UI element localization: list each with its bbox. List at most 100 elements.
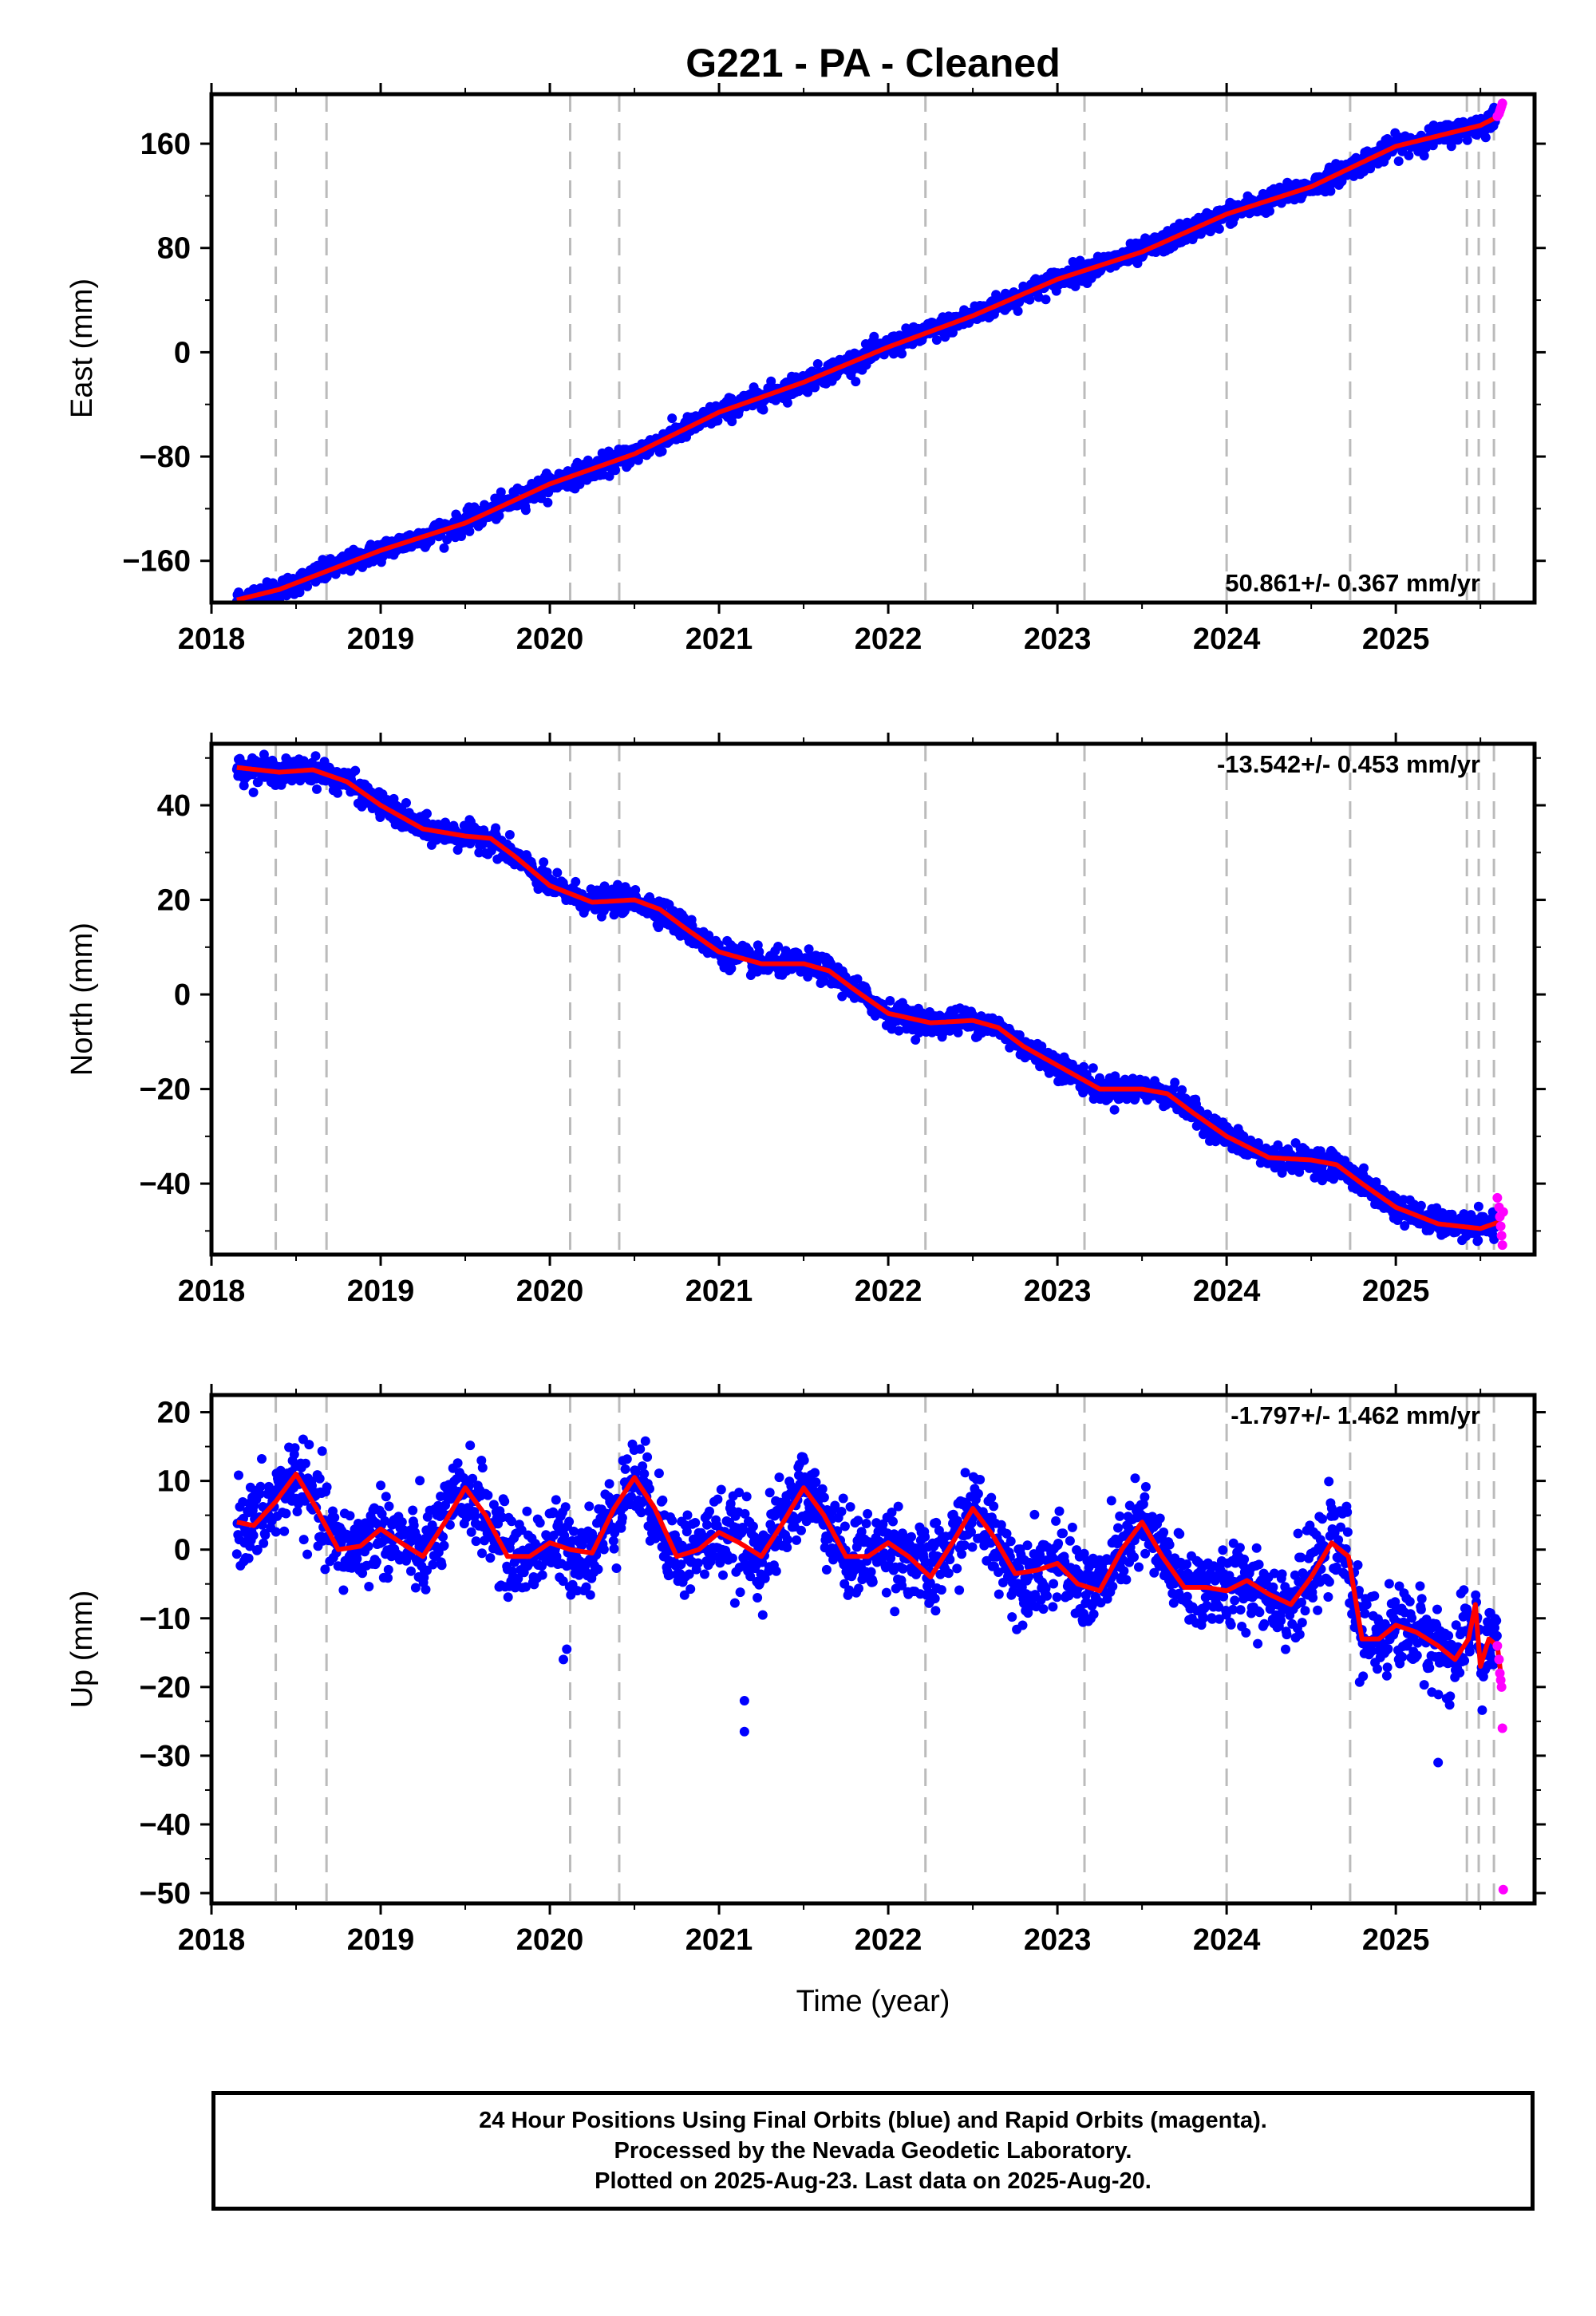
data-point	[1489, 1234, 1499, 1244]
y-axis-label: North (mm)	[65, 923, 99, 1076]
data-point	[410, 1583, 421, 1593]
data-point	[408, 1505, 418, 1516]
data-point	[911, 1035, 921, 1045]
data-point	[851, 377, 861, 387]
y-tick-label: −80	[140, 441, 191, 474]
data-point	[476, 1456, 487, 1465]
data-point	[657, 446, 667, 456]
data-point	[421, 1584, 431, 1595]
x-tick-label: 2022	[855, 1275, 922, 1308]
data-point	[300, 1458, 310, 1468]
data-point	[401, 798, 411, 808]
data-point	[380, 1516, 390, 1526]
x-tick-label: 2023	[1024, 1275, 1092, 1308]
rapid-point	[1496, 1231, 1507, 1241]
data-point	[302, 1549, 313, 1559]
data-point	[1265, 206, 1274, 216]
data-point	[522, 1506, 532, 1516]
data-point	[1079, 1061, 1088, 1072]
data-point	[520, 505, 531, 516]
data-point	[238, 604, 247, 614]
data-point	[255, 1488, 265, 1499]
data-point	[345, 1511, 355, 1521]
data-point	[1109, 1105, 1120, 1115]
data-point	[317, 1446, 327, 1456]
data-point	[1419, 151, 1429, 161]
model-line	[235, 113, 1502, 603]
x-tick-label: 2024	[1193, 1275, 1261, 1308]
data-point	[333, 788, 342, 798]
rapid-point	[1497, 1240, 1507, 1251]
data-point	[543, 497, 553, 508]
data-point	[252, 1544, 263, 1555]
data-point	[260, 1530, 271, 1540]
rapid-point	[1492, 1192, 1503, 1203]
data-point	[406, 1566, 416, 1576]
rapid-point	[1497, 98, 1507, 109]
data-point	[503, 1592, 513, 1603]
data-point	[485, 1553, 496, 1563]
y-axis-label: East (mm)	[65, 279, 99, 418]
chart-title: G221 - PA - Cleaned	[685, 41, 1061, 85]
x-tick-label: 2019	[347, 1275, 415, 1308]
y-tick-label: 0	[174, 336, 191, 370]
data-point	[338, 1585, 349, 1595]
data-point	[571, 876, 581, 887]
data-point	[1177, 1085, 1187, 1095]
panel-east: 2018 2019 2020 2021 2022 2023 2024 2025−160−800…	[65, 83, 1546, 656]
data-point	[292, 1507, 302, 1516]
rate-label: -13.542+/- 0.453 mm/yr	[1217, 750, 1480, 778]
data-point	[248, 1530, 259, 1540]
y-tick-label: 0	[174, 978, 191, 1012]
data-point	[610, 465, 620, 476]
x-tick-label: 2018	[178, 622, 246, 656]
data-point	[358, 1568, 368, 1579]
data-point	[804, 944, 814, 954]
data-point	[1037, 1041, 1047, 1051]
data-point	[320, 1564, 330, 1575]
plot-frame	[209, 741, 1537, 1257]
data-point	[314, 1473, 325, 1484]
model-line	[235, 765, 1502, 1231]
x-tick-label: 2019	[347, 622, 415, 656]
data-point	[551, 1495, 561, 1505]
y-tick-label: 20	[157, 884, 191, 918]
x-tick-label: 2025	[1362, 1275, 1430, 1308]
data-point	[465, 1441, 476, 1451]
data-point	[507, 1516, 517, 1527]
y-tick-label: 40	[157, 789, 191, 823]
data-point	[758, 405, 768, 415]
data-point	[1070, 281, 1080, 291]
data-point	[248, 787, 259, 797]
data-point	[1203, 1109, 1213, 1120]
data-point	[231, 1549, 242, 1559]
data-point	[439, 1540, 449, 1551]
data-point	[438, 1531, 448, 1542]
data-point	[548, 1507, 559, 1517]
data-point	[1195, 229, 1206, 239]
data-point	[471, 1536, 481, 1547]
data-point	[298, 1535, 309, 1545]
data-point	[440, 1500, 450, 1511]
x-tick-label: 2021	[685, 622, 753, 656]
data-point	[383, 1564, 393, 1575]
data-point	[290, 1443, 300, 1453]
data-point	[552, 868, 563, 878]
data-point	[352, 1554, 362, 1564]
rapid-point	[1495, 1221, 1506, 1231]
data-point	[782, 397, 792, 408]
data-point	[243, 1553, 254, 1563]
data-point	[604, 471, 614, 481]
data-point	[885, 996, 895, 1006]
data-point	[869, 331, 879, 342]
data-point	[302, 581, 313, 591]
y-tick-label: −20	[140, 1073, 191, 1107]
data-point	[350, 765, 361, 776]
data-point	[452, 1458, 463, 1468]
panel-up: 2018 2019 2020 2021 2022 2023 2024 2025−50−40−3…	[65, 1384, 1546, 1957]
data-point	[376, 1480, 386, 1491]
data-point	[500, 1496, 510, 1507]
data-point	[383, 1573, 393, 1583]
data-point	[812, 359, 823, 369]
data-point	[480, 1535, 489, 1546]
